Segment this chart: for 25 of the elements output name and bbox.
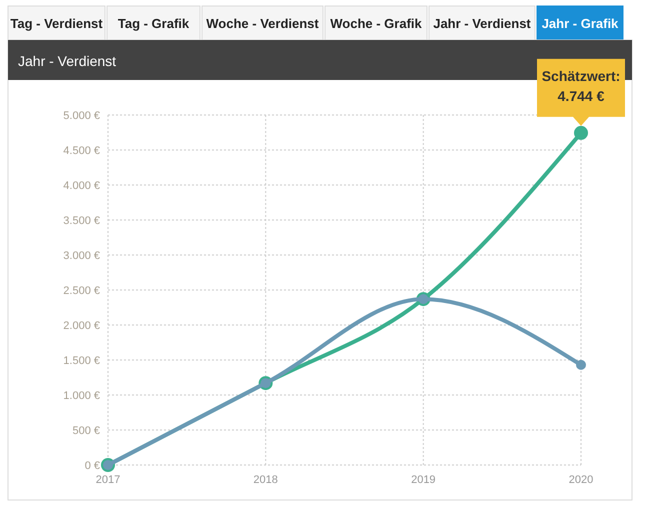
y-tick-label: 0 €: [84, 460, 100, 472]
point: [576, 360, 586, 370]
y-tick-label: 4.000 €: [63, 180, 100, 192]
x-tick-label: 2019: [411, 474, 436, 486]
text: Jahr - Grafik: [542, 16, 620, 31]
x-tick-label: 2017: [96, 474, 120, 486]
y-tick-label: 5.000 €: [63, 110, 100, 122]
text: Tag - Verdienst: [10, 16, 104, 31]
chart-title: Jahr - Verdienst: [18, 53, 116, 69]
text: Woche - Grafik: [330, 16, 423, 31]
y-tick-label: 3.000 €: [63, 250, 100, 262]
x-tick-label: 2018: [253, 474, 278, 486]
y-tick-label: 1.000 €: [63, 390, 100, 402]
y-tick-label: 3.500 €: [63, 215, 100, 227]
text: Tag - Grafik: [118, 16, 190, 31]
text: Jahr - Verdienst: [433, 16, 532, 31]
text: Woche - Verdienst: [206, 16, 320, 31]
y-tick-label: 4.500 €: [63, 145, 100, 157]
y-tick-label: 1.500 €: [63, 355, 100, 367]
y-tick-label: 2.500 €: [63, 285, 100, 297]
point: [574, 126, 588, 140]
y-tick-label: 2.000 €: [63, 320, 100, 332]
annotation: Schätzwert: 4.744 €: [542, 68, 620, 104]
x-tick-label: 2020: [568, 474, 594, 486]
y-tick-label: 500 €: [72, 425, 100, 437]
